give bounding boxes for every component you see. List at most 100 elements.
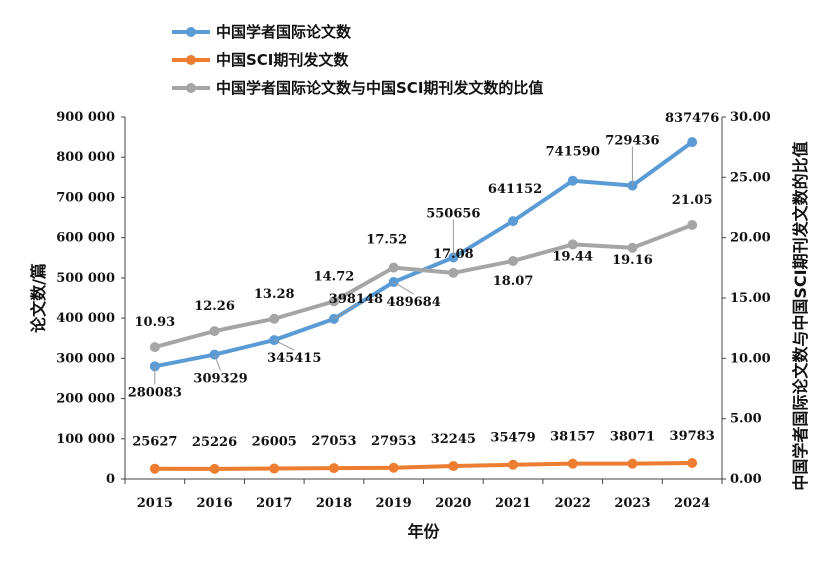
y-tick-label: 600 000 xyxy=(56,231,115,246)
data-label: 27053 xyxy=(311,434,356,449)
label-leader-line xyxy=(333,304,357,320)
y2-tick-label: 5.00 xyxy=(730,412,762,427)
y2-tick-label: 15.00 xyxy=(730,291,771,306)
y-tick-label: 700 000 xyxy=(56,190,115,205)
data-point xyxy=(209,463,220,474)
data-label: 21.05 xyxy=(672,193,713,208)
data-point xyxy=(508,216,519,227)
legend-marker xyxy=(186,55,196,65)
x-tick-label: 2021 xyxy=(495,496,531,511)
data-point xyxy=(269,313,280,324)
x-axis-title: 年份 xyxy=(407,522,440,541)
data-label: 25226 xyxy=(192,435,237,450)
data-point xyxy=(149,342,160,353)
data-point xyxy=(567,239,578,250)
label-leader-line xyxy=(393,281,414,295)
y-tick-label: 300 000 xyxy=(56,351,115,366)
data-label: 345415 xyxy=(267,351,321,366)
y-tick-label: 0 xyxy=(106,472,115,487)
y2-tick-label: 25.00 xyxy=(730,170,771,185)
data-label: 13.28 xyxy=(254,287,295,302)
data-point xyxy=(627,458,638,469)
legend-label: 中国学者国际论文数与中国SCI期刊发文数的比值 xyxy=(216,79,543,97)
data-label: 280083 xyxy=(128,385,182,400)
data-point xyxy=(508,255,519,266)
y2-tick-label: 0.00 xyxy=(730,472,762,487)
data-point xyxy=(328,463,339,474)
series-3 xyxy=(149,219,698,353)
data-point xyxy=(388,462,399,473)
y-axis-title: 论文数/篇 xyxy=(29,263,48,333)
y-tick-label: 100 000 xyxy=(56,432,115,447)
x-tick-label: 2018 xyxy=(316,496,352,511)
label-leader-line xyxy=(214,354,222,371)
data-label: 38157 xyxy=(550,430,595,445)
y2-axis-title: 中国学者国际论文数与中国SCI期刊发文数的比值 xyxy=(791,141,810,490)
x-tick-label: 2015 xyxy=(137,496,173,511)
label-leader-line xyxy=(274,339,295,351)
data-label: 18.07 xyxy=(493,274,534,289)
series-layer xyxy=(149,137,698,474)
data-point xyxy=(328,296,339,307)
series-line xyxy=(154,460,693,471)
data-point xyxy=(448,267,459,278)
legend: 中国学者国际论文数中国SCI期刊发文数中国学者国际论文数与中国SCI期刊发文数的… xyxy=(172,23,543,97)
data-point xyxy=(567,175,578,186)
data-label: 26005 xyxy=(252,435,297,450)
data-label: 12.26 xyxy=(194,299,235,314)
data-label: 309329 xyxy=(193,372,247,387)
data-point xyxy=(567,458,578,469)
y-tick-label: 400 000 xyxy=(56,311,115,326)
data-label: 10.93 xyxy=(134,315,175,330)
data-label: 550656 xyxy=(426,207,480,222)
y-tick-label: 200 000 xyxy=(56,392,115,407)
legend-label: 中国SCI期刊发文数 xyxy=(216,51,349,69)
data-label: 35479 xyxy=(490,431,535,446)
legend-label: 中国学者国际论文数 xyxy=(216,23,352,41)
data-point xyxy=(269,463,280,474)
data-labels: 280083 309329 345415 398148 489684 550656 6411… xyxy=(128,111,720,450)
legend-marker xyxy=(186,27,196,37)
data-label: 17.08 xyxy=(433,247,474,262)
y-tick-label: 900 000 xyxy=(56,110,115,125)
x-tick-label: 2022 xyxy=(555,496,591,511)
data-point xyxy=(448,461,459,472)
x-tick-label: 2016 xyxy=(196,496,232,511)
legend-marker xyxy=(186,83,196,93)
y-tick-label: 500 000 xyxy=(56,271,115,286)
y2-tick-label: 20.00 xyxy=(730,231,771,246)
data-label: 19.44 xyxy=(552,249,593,264)
series-line xyxy=(154,223,693,350)
data-label: 741590 xyxy=(546,145,600,160)
data-label: 38071 xyxy=(610,430,655,445)
data-label: 837476 xyxy=(665,111,719,126)
data-label: 25627 xyxy=(132,435,177,450)
data-point xyxy=(627,242,638,253)
x-tick-label: 2020 xyxy=(435,496,471,511)
data-point xyxy=(687,457,698,468)
data-point xyxy=(687,219,698,230)
data-point xyxy=(508,459,519,470)
y2-tick-label: 30.00 xyxy=(730,110,771,125)
x-tick-label: 2024 xyxy=(674,496,710,511)
y-tick-label: 800 000 xyxy=(56,150,115,165)
data-label: 19.16 xyxy=(612,253,653,268)
data-label: 729436 xyxy=(605,134,659,149)
data-label: 489684 xyxy=(387,295,441,310)
data-label: 27953 xyxy=(371,434,416,449)
x-tick-label: 2017 xyxy=(256,496,292,511)
series-2 xyxy=(149,457,698,474)
x-tick-label: 2019 xyxy=(376,496,412,511)
data-point xyxy=(149,463,160,474)
y2-tick-label: 10.00 xyxy=(730,351,771,366)
data-label: 32245 xyxy=(431,432,476,447)
data-label: 17.52 xyxy=(366,233,407,248)
data-point xyxy=(388,262,399,273)
x-tick-label: 2023 xyxy=(614,496,650,511)
data-label: 39783 xyxy=(670,429,715,444)
data-label: 14.72 xyxy=(314,269,355,284)
data-label: 641152 xyxy=(488,182,542,197)
data-point xyxy=(687,137,698,148)
data-point xyxy=(209,326,220,337)
